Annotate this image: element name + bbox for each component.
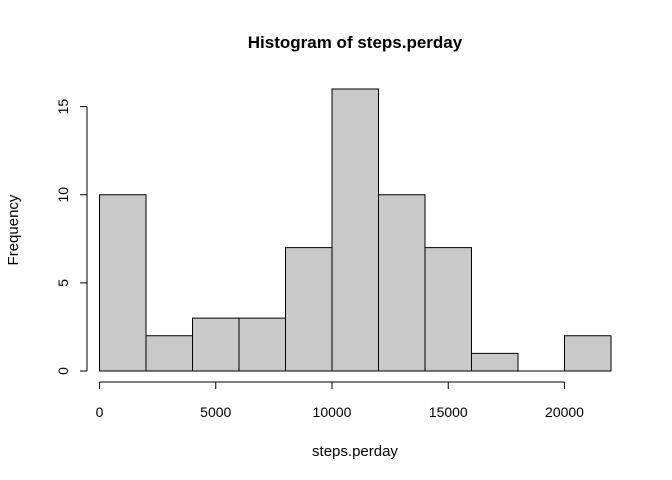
y-tick-label: 15 xyxy=(55,99,71,115)
x-tick-label: 15000 xyxy=(429,404,468,420)
histogram-bar-4 xyxy=(285,247,333,372)
histogram-bar-6 xyxy=(378,194,426,372)
y-axis-label: Frequency xyxy=(5,194,22,265)
histogram-bar-1 xyxy=(145,335,193,372)
x-axis: 0 5000 10000 15000 20000 xyxy=(96,381,584,420)
x-tick-label: 0 xyxy=(96,404,104,420)
histogram-bar-7 xyxy=(424,247,472,372)
histogram-bar-5 xyxy=(331,88,379,372)
y-axis: 0 5 10 15 xyxy=(55,99,88,375)
x-tick-label: 5000 xyxy=(200,404,231,420)
chart-title: Histogram of steps.perday xyxy=(248,33,463,52)
x-tick-label: 20000 xyxy=(545,404,584,420)
histogram-bar-2 xyxy=(192,317,240,372)
y-tick-label: 5 xyxy=(55,279,71,287)
histogram-bar-3 xyxy=(238,317,286,372)
histogram-bar-0 xyxy=(99,194,147,372)
y-tick-label: 0 xyxy=(55,367,71,375)
x-tick-label: 10000 xyxy=(313,404,352,420)
bars-group xyxy=(99,88,612,372)
histogram-bar-8 xyxy=(471,352,519,372)
histogram-bar-10 xyxy=(564,335,612,372)
y-tick-label: 10 xyxy=(55,187,71,203)
x-axis-label: steps.perday xyxy=(312,443,398,460)
